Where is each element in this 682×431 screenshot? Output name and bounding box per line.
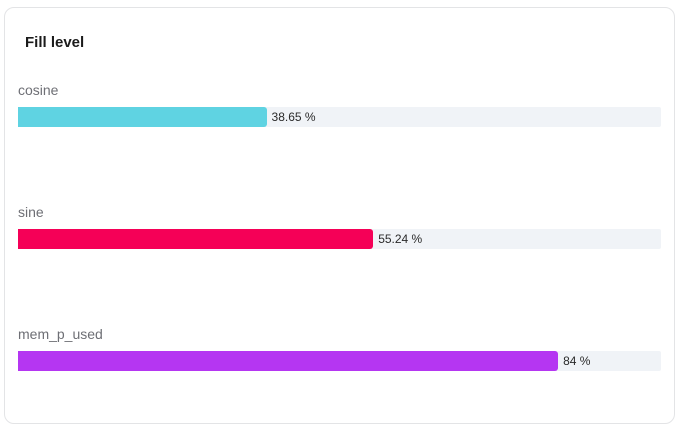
bar-row-cosine: cosine 38.65 % [18, 80, 661, 127]
card-title: Fill level [25, 34, 85, 51]
bar-value-label: 38.65 % [271, 110, 316, 124]
bar-label: mem_p_used [18, 326, 103, 342]
bar-label: cosine [18, 82, 59, 98]
bar-row-sine: sine 55.24 % [18, 202, 661, 249]
bar-fill [18, 351, 559, 371]
bar-fill [18, 229, 374, 249]
bar-track: 55.24 % [18, 229, 661, 249]
bar-track: 38.65 % [18, 107, 661, 127]
bar-value-label: 84 % [563, 354, 591, 368]
bar-value-label: 55.24 % [378, 232, 423, 246]
bar-fill [18, 107, 267, 127]
bar-track: 84 % [18, 351, 661, 371]
bar-row-mem-p-used: mem_p_used 84 % [18, 324, 661, 371]
bar-label: sine [18, 204, 44, 220]
